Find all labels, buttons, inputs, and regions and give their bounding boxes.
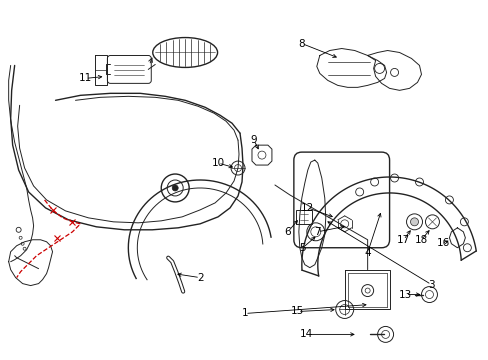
- Text: 2: 2: [196, 273, 203, 283]
- Text: 9: 9: [250, 135, 257, 145]
- Text: 3: 3: [427, 280, 434, 289]
- Ellipse shape: [152, 37, 217, 67]
- Text: 10: 10: [211, 158, 224, 168]
- Text: 18: 18: [414, 235, 427, 245]
- FancyBboxPatch shape: [107, 55, 151, 84]
- Text: 6: 6: [284, 227, 290, 237]
- Circle shape: [410, 218, 418, 226]
- Text: 16: 16: [436, 238, 449, 248]
- Text: 1: 1: [241, 309, 248, 319]
- Text: 13: 13: [398, 289, 411, 300]
- Text: 12: 12: [301, 203, 314, 213]
- Text: 17: 17: [396, 235, 409, 245]
- Bar: [295, 210, 311, 224]
- Text: 14: 14: [300, 329, 313, 339]
- Text: 11: 11: [79, 73, 92, 84]
- Text: 7: 7: [314, 227, 321, 237]
- Text: 4: 4: [364, 248, 370, 258]
- FancyBboxPatch shape: [293, 152, 389, 248]
- Circle shape: [172, 185, 178, 191]
- Text: 5: 5: [299, 243, 305, 253]
- Text: 8: 8: [298, 39, 305, 49]
- Text: 15: 15: [291, 306, 304, 316]
